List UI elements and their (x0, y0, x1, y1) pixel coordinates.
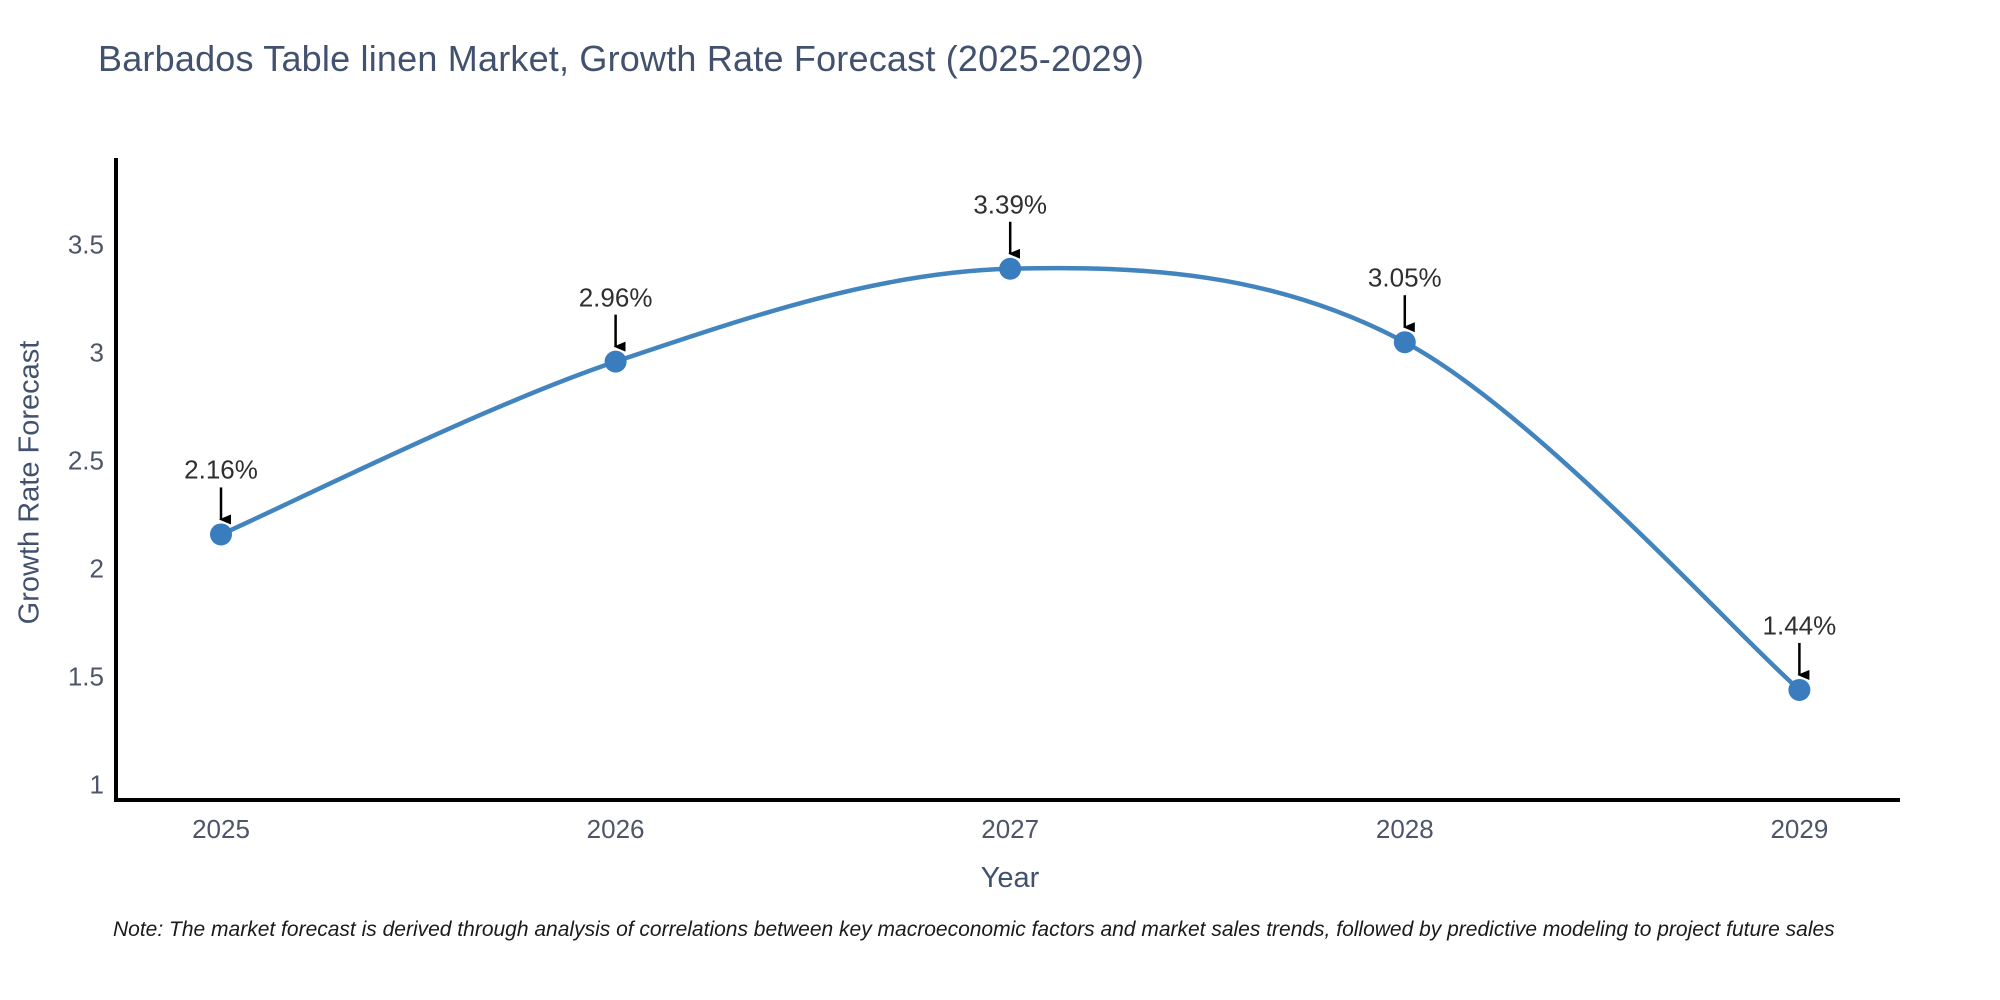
x-tick-2026: 2026 (586, 814, 645, 844)
y-tick-1.5: 1.5 (67, 661, 104, 692)
chart-note: Note: The market forecast is derived thr… (113, 918, 1835, 941)
x-tick-2028: 2028 (1375, 814, 1434, 844)
point-label-2028: 3.05% (1367, 262, 1442, 293)
line-series (210, 257, 1811, 701)
data-point-marker-2028[interactable] (1393, 331, 1416, 354)
y-tick-3.5: 3.5 (67, 229, 104, 260)
data-point-marker-2025[interactable] (210, 523, 232, 546)
x-tick-2025: 2025 (192, 814, 250, 844)
forecast-line (218, 265, 1802, 693)
point-label-2026: 2.96% (578, 282, 653, 313)
point-label-2029: 1.44% (1762, 610, 1837, 641)
data-point-marker-2029[interactable] (1788, 678, 1811, 701)
annotation-arrows (219, 221, 1810, 680)
x-axis-title: Year (980, 862, 1040, 894)
axes (114, 158, 1900, 802)
x-tick-2027: 2027 (981, 814, 1040, 844)
point-label-2027: 3.39% (973, 189, 1048, 220)
data-point-marker-2026[interactable] (604, 350, 627, 373)
y-tick-1: 1 (89, 769, 104, 800)
y-tick-3: 3 (89, 337, 104, 368)
y-tick-2: 2 (89, 553, 104, 584)
y-tick-2.5: 2.5 (67, 445, 104, 476)
point-label-2025: 2.16% (184, 454, 258, 485)
x-tick-2029: 2029 (1770, 814, 1829, 844)
chart-title: Barbados Table linen Market, Growth Rate… (98, 38, 1145, 79)
data-point-marker-2027[interactable] (999, 257, 1022, 280)
